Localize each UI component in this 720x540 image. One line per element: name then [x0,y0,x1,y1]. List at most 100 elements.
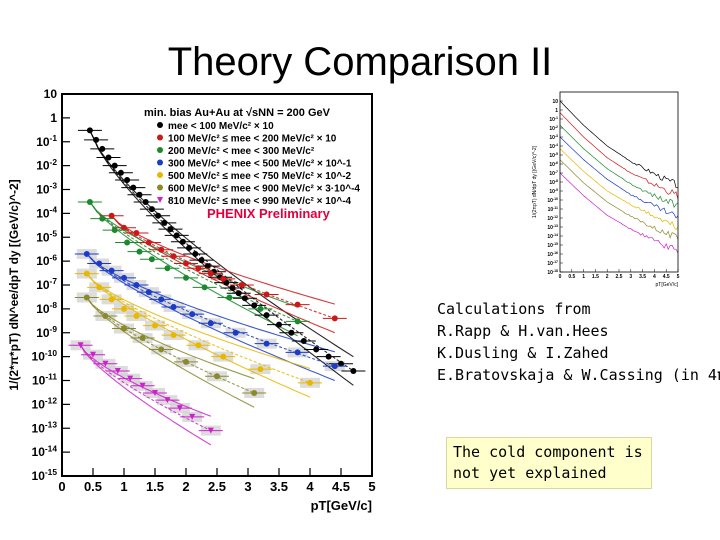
y-tick-label: 10-4 [36,205,57,221]
data-point [170,303,177,310]
data-point [108,296,115,303]
inset-x-tick-label: 0 [559,274,562,280]
inset-y-tick-label: 10-11 [548,206,558,213]
legend-marker [157,197,163,203]
data-point [313,346,320,353]
inset-x-tick-label: 4 [653,274,656,280]
y-tick-label: 10-3 [36,181,57,197]
theory-curve [80,344,212,446]
y-tick-label: 10 [44,88,58,101]
inset-x-tick-label: 1 [582,274,585,280]
data-point [170,253,177,260]
data-point [257,366,264,373]
data-point [214,373,220,380]
data-point [331,363,338,370]
inset-x-tick-label: 4.5 [663,274,670,280]
data-point [86,127,93,134]
calculation-credits: Calculations from R.Rapp & H.van.Hees K.… [437,298,720,386]
data-point [161,219,168,226]
data-point [229,284,236,291]
data-point [158,246,165,253]
inset-y-tick-label: 10-17 [547,260,558,267]
data-point [167,226,174,233]
data-point [142,198,149,205]
legend-header: min. bias Au+Au at √sNN = 200 GeV [144,107,331,119]
legend-marker [157,122,163,128]
theory-curve [89,201,298,337]
data-point [183,274,189,281]
data-point [226,294,233,301]
inset-y-tick-label: 1 [555,108,558,114]
data-point [139,335,146,342]
inset-curve [559,125,679,209]
data-point [235,290,242,297]
data-point [102,313,109,320]
credits-line: Calculations from [437,300,591,318]
data-point [207,427,214,434]
phenix-preliminary-label: PHENIX Preliminary [207,206,331,221]
data-point [251,302,258,309]
y-tick-label: 10-12 [32,396,58,412]
slide-title: Theory Comparison II [167,40,553,84]
inset-y-tick-label: 10-16 [547,251,558,258]
axis-ticks: 0 0.5 1 1.5 2 2.5 3 3.5 4 4.5 5 10 1 10-1 10-2 10-3 10-4… [32,88,376,494]
data-point [232,329,239,336]
x-tick-label: 4 [306,479,314,494]
data-point [133,230,140,237]
y-tick-label: 10-5 [36,228,57,244]
data-point [198,257,205,264]
y-tick-label: 10-10 [32,348,58,364]
y-tick-label: 10-11 [32,372,57,388]
data-point [158,296,165,303]
inset-y-tick-label: 10-8 [549,179,558,186]
data-point [83,294,90,301]
y-tick-label: 10-15 [32,467,58,483]
inset-x-axis-label: pT[GeV/c] [655,282,678,288]
data-point [189,311,196,318]
data-point [201,284,208,291]
theory-curve [80,344,212,432]
data-point [350,367,357,374]
data-point [133,313,140,320]
data-point [251,389,258,396]
data-point [77,342,84,349]
data-point [86,198,93,205]
data-point [263,340,270,347]
data-point [83,270,90,277]
data-point [90,351,96,358]
credits-line: R.Rapp & H.van.Hees [437,322,609,340]
x-tick-label: 2.5 [208,479,226,494]
inset-y-axis-label: 1/(2πpT) dN/dpT dy [(GeV/c)^-2] [532,145,538,218]
inset-y-tick-label: 10-4 [549,143,558,150]
data-point [294,318,301,325]
data-point [179,238,186,245]
data-point [263,312,270,319]
y-axis-label: 1/(2*π*pT) dN^ee/dpT dy [(GeV/c)^-2] [7,179,21,390]
inset-x-tick-label: 3.5 [639,274,646,280]
inset-curve [559,159,679,240]
data-point [183,358,189,365]
data-point [257,305,264,312]
theory-curve [86,273,311,370]
theory-curve [86,273,311,384]
data-point [111,162,118,169]
y-tick-label: 10-1 [36,133,57,149]
data-point [124,176,131,183]
data-point [176,405,183,412]
legend-entry: 600 MeV/c² ≤ mee < 900 MeV/c² × 3·10^-4 [168,184,360,195]
data-point [93,136,100,143]
x-axis-label: pT[GeV/c] [311,498,372,513]
cold-component-callout: The cold component is not yet explained [446,437,652,489]
data-point [263,291,270,298]
inset-y-tick-label: 10-14 [547,233,558,240]
data-point [220,275,227,282]
y-tick-label: 10-6 [36,252,57,268]
data-point [145,239,152,246]
data-point [173,232,180,239]
x-tick-label: 5 [368,479,375,494]
data-point [96,284,103,291]
data-point [238,282,245,288]
data-point [130,184,137,191]
legend-entry: mee < 100 MeV/c² × 10 [168,121,274,132]
data-point [127,375,134,382]
